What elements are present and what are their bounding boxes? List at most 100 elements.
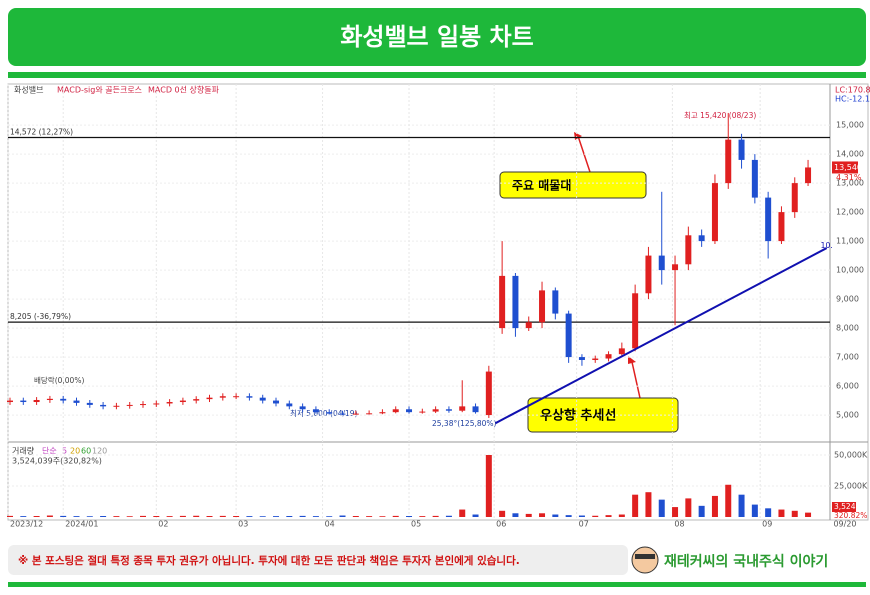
footer-box <box>8 545 628 575</box>
candle-body <box>326 412 333 414</box>
annotation: 최고 15,420 (08/23) <box>684 110 756 120</box>
volume-bar <box>618 514 625 517</box>
legend-item: 60 <box>81 447 91 456</box>
volume-bar <box>778 509 785 517</box>
candle-body <box>193 399 200 401</box>
candle-body <box>233 396 240 398</box>
legend: 화성밸브 MACD-sig와 골든크로스 MACD 0선 상향돌파 <box>14 85 220 95</box>
candle-body <box>778 212 785 242</box>
volume-bar <box>592 515 599 517</box>
volume-bar <box>645 492 652 517</box>
legend-item: 거래량 <box>12 446 35 456</box>
volume-bar <box>153 516 160 517</box>
candle-body <box>645 255 652 294</box>
volume-bar <box>299 515 306 517</box>
price-tag <box>832 161 858 174</box>
legend-item: 단순 <box>42 446 57 456</box>
volume-bar <box>100 516 107 517</box>
volume-bar <box>206 516 213 517</box>
volume-bar <box>485 454 492 517</box>
volume-bar <box>193 515 200 517</box>
volume-bar <box>219 515 226 517</box>
candle-body <box>6 400 13 403</box>
disclaimer: ※ 본 포스팅은 절대 특정 종목 투자 권유가 아닙니다. 투자에 대한 모든… <box>18 554 520 567</box>
annotation: 최저 5,000 (04/19) <box>290 408 358 418</box>
x-tick-label: 08 <box>674 520 684 529</box>
title: 화성밸브 일봉 차트 <box>340 23 533 51</box>
candle-body <box>259 397 266 401</box>
candle-body <box>632 293 639 349</box>
y-tick-label: 8,000 <box>836 324 859 333</box>
volume-bar <box>366 516 373 517</box>
callout: 주요 매물대 우상향 추세선 <box>499 132 679 433</box>
volume-bar <box>60 515 67 517</box>
candle-body <box>485 371 492 416</box>
volume-bar <box>791 510 798 517</box>
volume-bar <box>113 516 120 517</box>
candle-body <box>379 412 386 414</box>
volume-bar <box>312 516 319 517</box>
price-change: 4.31% <box>836 173 862 182</box>
x-tick-label: 05 <box>411 520 421 529</box>
candle-body <box>86 402 93 405</box>
y-tick-label: 15,000 <box>836 121 864 130</box>
volume-bar <box>339 515 346 517</box>
callout-text: 주요 매물대 <box>512 178 571 193</box>
volume-change: 320.82% <box>834 511 867 520</box>
volume-bar <box>605 515 612 517</box>
level-label: 8,205 (-36,79%) <box>10 312 71 321</box>
volume-tag <box>832 502 856 512</box>
candle-body <box>605 354 612 359</box>
volume-bar <box>126 516 133 517</box>
corner-label: LC:170.80 <box>835 86 870 95</box>
candle-body <box>366 413 373 415</box>
candle-body <box>565 313 572 358</box>
candle-body <box>113 405 120 407</box>
y-tick-label: 7,000 <box>836 353 859 362</box>
y-tick-label: 50,000K <box>834 450 868 459</box>
callout-box <box>499 171 647 199</box>
x-tick-label: 09 <box>762 520 772 529</box>
volume-bar <box>698 505 705 517</box>
candle-body <box>459 406 466 411</box>
price-tag-label: 13,540 <box>834 163 862 172</box>
volume-bar <box>539 513 546 517</box>
candle-body <box>499 275 506 329</box>
volume-bar <box>738 494 745 517</box>
y-tick-label: 12,000 <box>836 208 864 217</box>
volume-bar <box>73 516 80 517</box>
x-tick-label: 2023/12 <box>10 520 43 529</box>
avatar-glasses <box>635 554 655 559</box>
candle-body <box>539 290 546 323</box>
x-tick-label: 04 <box>325 520 335 529</box>
candle-body <box>525 322 532 329</box>
trend-line <box>495 247 828 425</box>
volume-bar <box>273 516 280 517</box>
candle-body <box>140 404 147 406</box>
volume-bar <box>352 516 359 517</box>
candle-body <box>286 403 293 407</box>
candle-body <box>512 275 519 329</box>
volume-tag-label: 3,524K <box>834 502 861 511</box>
level-label: 14,572 (12,27%) <box>10 128 73 137</box>
volume-bar <box>459 509 466 517</box>
y-tick-label: 6,000 <box>836 382 859 391</box>
volume-bar <box>166 516 173 517</box>
volume-bar <box>46 515 53 517</box>
candle-body <box>432 409 439 412</box>
volume-bar <box>20 516 27 517</box>
candle-body <box>406 409 413 413</box>
volume-bar <box>725 484 732 517</box>
candle-body <box>472 406 479 413</box>
candle-body <box>738 139 745 160</box>
candle-body <box>352 413 359 415</box>
y-tick-label: 5,000 <box>836 411 859 420</box>
volume-bar <box>6 515 13 517</box>
volume-bar <box>432 515 439 517</box>
candle-body <box>685 235 692 265</box>
candle-body <box>805 167 812 184</box>
volume-bar <box>326 516 333 517</box>
candle-body <box>166 402 173 404</box>
volume-bar <box>685 498 692 517</box>
volume-bar <box>472 514 479 517</box>
